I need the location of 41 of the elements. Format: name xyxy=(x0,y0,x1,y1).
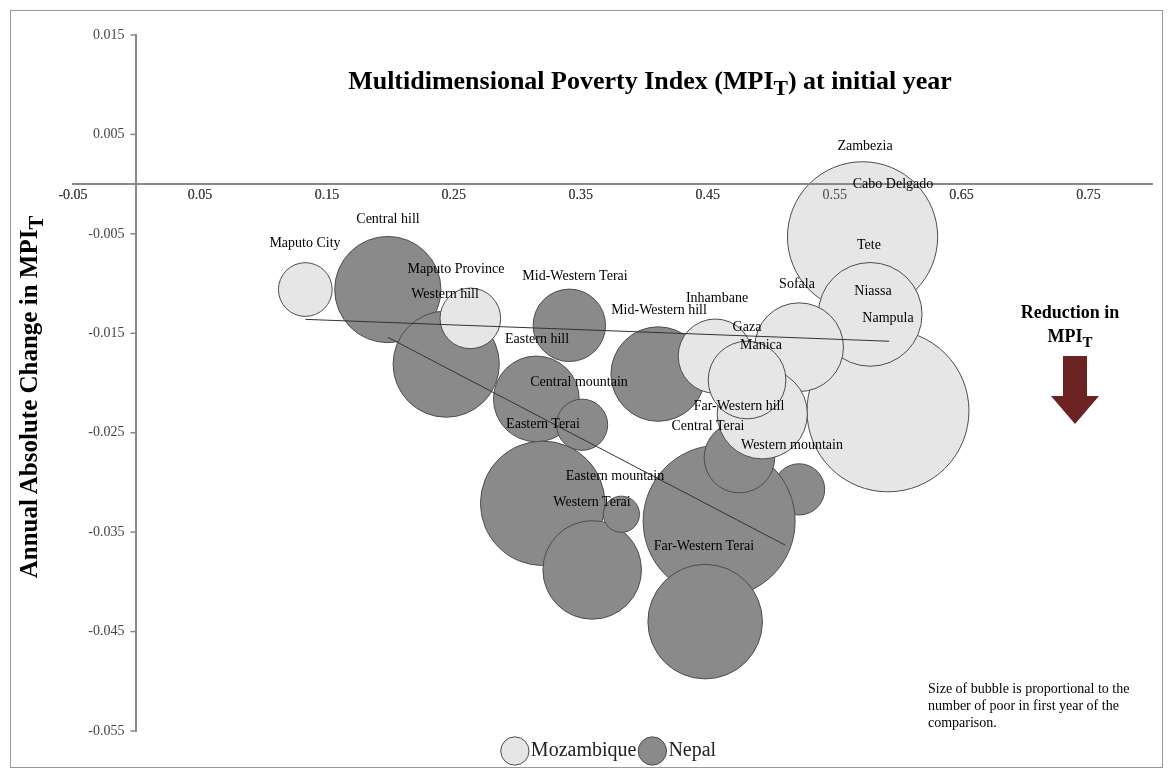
annotation: Nampula xyxy=(862,309,914,326)
x-tick-label: 0.65 xyxy=(949,187,974,203)
y-tick-label: -0.055 xyxy=(88,722,125,738)
annotation: Niassa xyxy=(854,283,892,300)
annotation: Inhambane xyxy=(685,290,749,305)
y-tick-label: 0.015 xyxy=(92,26,125,42)
annotation: Manica xyxy=(740,337,782,354)
y-tick-label: -0.045 xyxy=(88,623,125,639)
text: Multidimensional Poverty Index (MPI$_{T}$) at initial year xyxy=(347,66,953,102)
x-tick-label: 0.05 xyxy=(187,187,213,203)
annotation: Eastern Terai xyxy=(506,416,580,433)
annotation: Western Terai xyxy=(553,494,631,511)
annotation: Cabo Delgado xyxy=(852,176,934,193)
annotation: Central hill xyxy=(356,211,420,228)
annotation: Western mountain xyxy=(741,437,843,454)
annotation: Far-Western Terai xyxy=(653,537,755,554)
legend-label: Mozambique xyxy=(530,738,637,762)
y-tick-label: -0.035 xyxy=(88,523,125,539)
x-tick-label: 0.45 xyxy=(695,187,720,203)
x-tick-label: 0.35 xyxy=(568,187,594,203)
annotation: Size of bubble is proportional to the number of poor in first year of the comparison. xyxy=(928,680,1131,731)
annotation: Far-Western hill xyxy=(693,398,785,415)
annotation: Mid-Western Terai xyxy=(522,268,628,285)
annotation: Mid-Western hill xyxy=(611,302,707,319)
annotation: Sofala xyxy=(779,275,815,292)
x-tick-label: 0.25 xyxy=(441,187,467,203)
legend-label: Nepal xyxy=(668,738,717,762)
annotation: Central Terai xyxy=(671,418,745,435)
annotation: Maputo City xyxy=(269,234,341,251)
annotation: Gaza xyxy=(732,318,762,335)
y-tick-label: 0.005 xyxy=(92,126,125,142)
x-tick-label: 0.55 xyxy=(822,187,847,203)
y-tick-label: -0.025 xyxy=(88,424,125,440)
annotation: Tete xyxy=(857,236,881,253)
annotation: Reduction in MPI$_{T}$ xyxy=(1019,301,1121,352)
x-tick-label: 0.75 xyxy=(1076,187,1101,203)
y-tick-label: -0.015 xyxy=(88,324,125,340)
x-tick-label: 0.15 xyxy=(314,187,340,203)
y-tick-label: -0.005 xyxy=(88,225,125,241)
annotation: Zambezia xyxy=(837,138,893,155)
x-tick-label: -0.05 xyxy=(58,187,88,203)
